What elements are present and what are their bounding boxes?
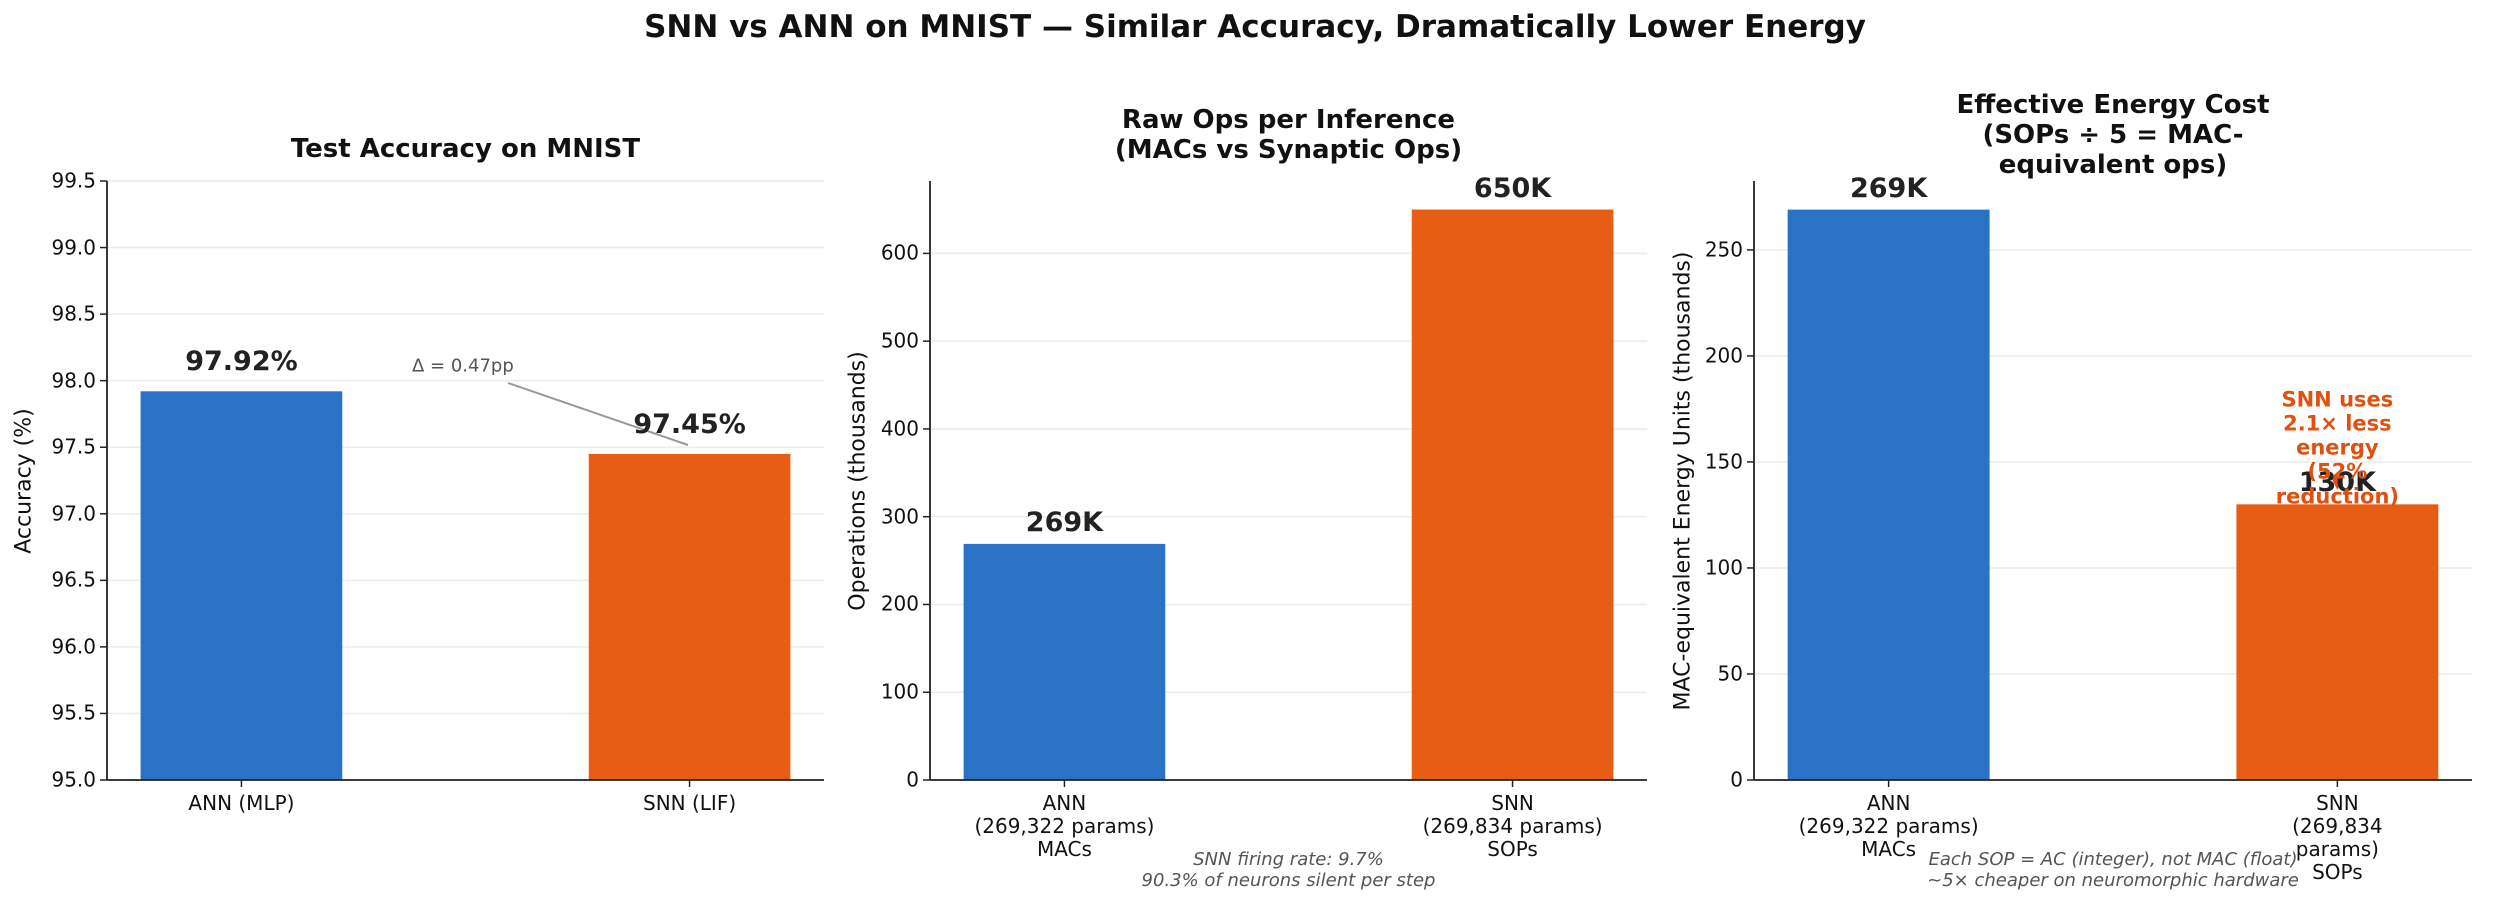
value-label: 130K	[2298, 467, 2377, 499]
y-tick-label: 0	[1730, 767, 1743, 792]
y-tick-label: 99.0	[51, 235, 96, 260]
y-tick-label: 95.5	[51, 700, 96, 725]
y-tick-label: 96.0	[51, 634, 96, 659]
y-tick-label: 97.0	[51, 501, 96, 526]
y-tick-label: 100	[1704, 555, 1743, 580]
bar	[1787, 209, 1990, 781]
y-tick-label: 250	[1704, 237, 1743, 262]
panel-title: Raw Ops per Inference (MACs vs Synaptic …	[1114, 105, 1463, 165]
x-tick-label: ANN (269,322 params) MACs	[1798, 791, 1979, 861]
y-tick-label: 200	[1704, 343, 1743, 368]
y-axis-label: Operations (thousands)	[845, 350, 871, 611]
annotation-line	[507, 382, 689, 446]
y-tick-label: 300	[880, 504, 919, 529]
x-tick-label: SNN (269,834 params) SOPs	[2292, 791, 2383, 884]
bar	[963, 543, 1166, 780]
value-label: 269K	[1849, 172, 1928, 204]
x-tick-label: ANN (269,322 params) MACs	[974, 791, 1155, 861]
panel-title: Test Accuracy on MNIST	[290, 134, 641, 165]
y-tick-label: 98.5	[51, 301, 96, 326]
annotation: Δ = 0.47pp	[412, 355, 514, 377]
value-label: 269K	[1025, 506, 1104, 538]
x-tick-label: ANN (MLP)	[188, 791, 295, 815]
panel-title: Effective Energy Cost (SOPs ÷ 5 = MAC-eq…	[1956, 90, 2270, 180]
bar	[140, 391, 343, 780]
y-tick-label: 97.5	[51, 434, 96, 459]
annotation-arrow	[2331, 478, 2344, 490]
y-tick-label: 0	[906, 767, 919, 792]
annotation: SNN uses 2.1× less energy (52% reduction…	[2275, 387, 2399, 509]
bar	[588, 453, 791, 780]
y-tick-label: 400	[880, 416, 919, 441]
x-tick-label: SNN (269,834 params) SOPs	[1422, 791, 1603, 861]
y-axis-label: Accuracy (%)	[11, 407, 37, 554]
y-tick-label: 600	[880, 240, 919, 265]
y-tick-label: 98.0	[51, 368, 96, 393]
value-label: 650K	[1473, 172, 1552, 204]
y-tick-label: 99.5	[51, 168, 96, 193]
x-tick-label: SNN (LIF)	[643, 791, 737, 815]
footnote: SNN firing rate: 9.7% 90.3% of neurons s…	[1141, 849, 1436, 891]
main-title: SNN vs ANN on MNIST — Similar Accuracy, …	[644, 9, 1866, 46]
bar	[1411, 209, 1614, 780]
value-label: 97.45%	[633, 408, 746, 440]
y-tick-label: 150	[1704, 449, 1743, 474]
y-tick-label: 100	[880, 679, 919, 704]
y-tick-label: 95.0	[51, 767, 96, 792]
footnote: Each SOP = AC (integer), not MAC (float)…	[1927, 849, 2299, 891]
bar	[2236, 504, 2439, 780]
y-tick-label: 50	[1717, 661, 1743, 686]
y-tick-label: 96.5	[51, 567, 96, 592]
y-tick-label: 500	[880, 328, 919, 353]
y-tick-label: 200	[880, 591, 919, 616]
value-label: 97.92%	[185, 346, 298, 378]
y-axis-label: MAC-equivalent Energy Units (thousands)	[1670, 251, 1696, 710]
